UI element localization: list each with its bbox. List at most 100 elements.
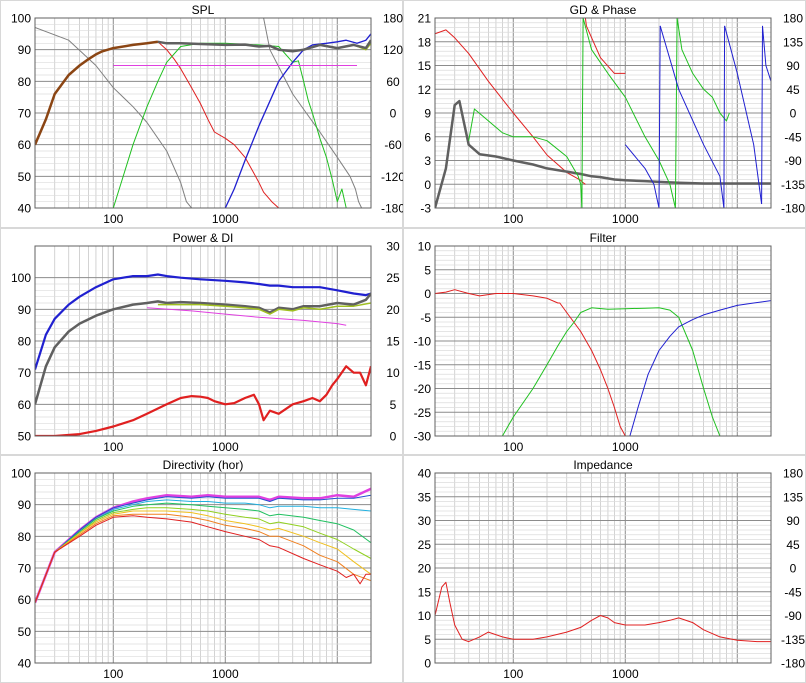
y-tick-label-right: 15 bbox=[386, 335, 400, 349]
y-tick-label-right: -135 bbox=[781, 633, 805, 647]
series-line-12 bbox=[724, 25, 763, 205]
y-tick-label-right: -45 bbox=[784, 130, 802, 144]
x-tick-label: 1000 bbox=[612, 212, 639, 226]
series-group bbox=[35, 487, 371, 604]
series-line-10 bbox=[659, 25, 725, 208]
y-tick-label-right: 0 bbox=[790, 107, 797, 121]
y-tick-label-left: -25 bbox=[414, 406, 432, 420]
y-tick-label-left: 70 bbox=[18, 562, 32, 576]
y-tick-label-left: 9 bbox=[424, 107, 431, 121]
y-tick-label-left: -15 bbox=[414, 358, 432, 372]
plot-border bbox=[34, 472, 372, 664]
y-tick-label-right: -90 bbox=[784, 609, 802, 623]
series-line-4 bbox=[35, 507, 371, 603]
plot-border bbox=[34, 17, 372, 209]
y-tick-label-right: -180 bbox=[381, 202, 403, 216]
y-tick-label-right: 45 bbox=[786, 538, 800, 552]
y-tick-label-right: 180 bbox=[383, 12, 403, 26]
y-tick-label-left: 50 bbox=[18, 430, 32, 444]
chart-title: Directivity (hor) bbox=[163, 458, 244, 472]
chart-title: SPL bbox=[192, 3, 215, 17]
y-tick-label-left: -10 bbox=[414, 335, 432, 349]
series-line-3 bbox=[35, 502, 371, 603]
y-tick-label-left: 30 bbox=[418, 514, 432, 528]
y-tick-label-left: 18 bbox=[418, 35, 432, 49]
series-line-2 bbox=[435, 99, 771, 208]
series-line-2 bbox=[157, 302, 371, 315]
y-tick-label-left: 70 bbox=[18, 366, 32, 380]
y-tick-label-left: 40 bbox=[18, 657, 32, 671]
series-line-1 bbox=[584, 18, 626, 74]
y-tick-label-right: 120 bbox=[383, 43, 403, 57]
y-tick-label-right: 5 bbox=[390, 398, 397, 412]
y-tick-label-left: -20 bbox=[414, 382, 432, 396]
chart-title: Power & DI bbox=[173, 231, 234, 245]
y-tick-label-left: 0 bbox=[424, 657, 431, 671]
y-tick-label-left: -3 bbox=[420, 202, 431, 216]
series-line-1 bbox=[263, 18, 363, 208]
series-line-3 bbox=[35, 40, 159, 146]
y-tick-label-right: 135 bbox=[783, 490, 803, 504]
y-tick-label-left: 10 bbox=[418, 240, 432, 254]
directivity-chart: Directivity (hor) 40 50 60 70 80 90 100 100 1000 bbox=[0, 455, 403, 683]
y-tick-label-left: 90 bbox=[18, 303, 32, 317]
y-tick-label-left: 90 bbox=[18, 498, 32, 512]
series-line-11 bbox=[723, 25, 726, 208]
plot-border bbox=[34, 245, 372, 437]
series-line-3 bbox=[468, 108, 583, 208]
y-tick-label-left: 3 bbox=[424, 154, 431, 168]
series-line-1 bbox=[35, 292, 371, 405]
series-line-8 bbox=[624, 144, 660, 208]
series-group bbox=[435, 18, 771, 208]
y-tick-label-left: -5 bbox=[420, 311, 431, 325]
grid bbox=[34, 17, 372, 209]
y-tick-label-left: 40 bbox=[18, 202, 32, 216]
y-tick-label-left: 20 bbox=[418, 562, 432, 576]
series-line-1 bbox=[35, 494, 371, 603]
y-tick-label-left: 0 bbox=[424, 287, 431, 301]
y-tick-label-right: 0 bbox=[390, 430, 397, 444]
y-tick-label-left: 0 bbox=[424, 178, 431, 192]
series-line-9 bbox=[658, 25, 661, 208]
y-tick-label-right: -45 bbox=[784, 585, 802, 599]
series-line-3 bbox=[146, 307, 347, 326]
chart-title: Impedance bbox=[573, 458, 633, 472]
y-tick-label-left: 100 bbox=[11, 467, 31, 481]
y-tick-label-right: -180 bbox=[781, 202, 805, 216]
y-tick-label-left: 5 bbox=[424, 263, 431, 277]
series-line-14 bbox=[762, 25, 771, 82]
y-tick-label-left: 90 bbox=[18, 43, 32, 57]
y-tick-label-left: 21 bbox=[418, 12, 432, 26]
y-tick-label-left: 70 bbox=[18, 107, 32, 121]
series-group bbox=[435, 581, 771, 643]
grid bbox=[434, 245, 772, 437]
y-tick-label-right: -180 bbox=[781, 657, 805, 671]
y-tick-label-left: -30 bbox=[414, 430, 432, 444]
plot-border bbox=[434, 472, 772, 664]
series-line-1 bbox=[501, 307, 721, 436]
grid bbox=[434, 472, 772, 664]
y-tick-label-right: 60 bbox=[386, 75, 400, 89]
y-tick-label-left: 100 bbox=[11, 271, 31, 285]
x-tick-label: 100 bbox=[103, 667, 123, 681]
y-tick-label-left: 15 bbox=[418, 585, 432, 599]
x-tick-label: 100 bbox=[103, 212, 123, 226]
y-tick-label-right: 180 bbox=[783, 467, 803, 481]
x-tick-label: 1000 bbox=[212, 667, 239, 681]
x-tick-label: 1000 bbox=[212, 440, 239, 454]
x-tick-label: 1000 bbox=[212, 212, 239, 226]
y-tick-label-left: 40 bbox=[418, 467, 432, 481]
y-tick-label-right: 180 bbox=[783, 12, 803, 26]
y-tick-label-left: 100 bbox=[11, 12, 31, 26]
series-line-5 bbox=[582, 18, 676, 208]
series-line-0 bbox=[35, 27, 193, 208]
y-tick-label-left: 60 bbox=[18, 138, 32, 152]
gd-phase-chart: GD & Phase -3 0 3 6 9 12 15 18 21 -180 -135 -90 -45 0 4… bbox=[403, 0, 806, 228]
series-line-2 bbox=[629, 300, 771, 436]
series-group bbox=[35, 273, 371, 436]
series-line-7 bbox=[35, 515, 371, 603]
series-line-6 bbox=[35, 513, 371, 603]
y-tick-label-left: 80 bbox=[18, 530, 32, 544]
y-tick-label-left: 25 bbox=[418, 538, 432, 552]
